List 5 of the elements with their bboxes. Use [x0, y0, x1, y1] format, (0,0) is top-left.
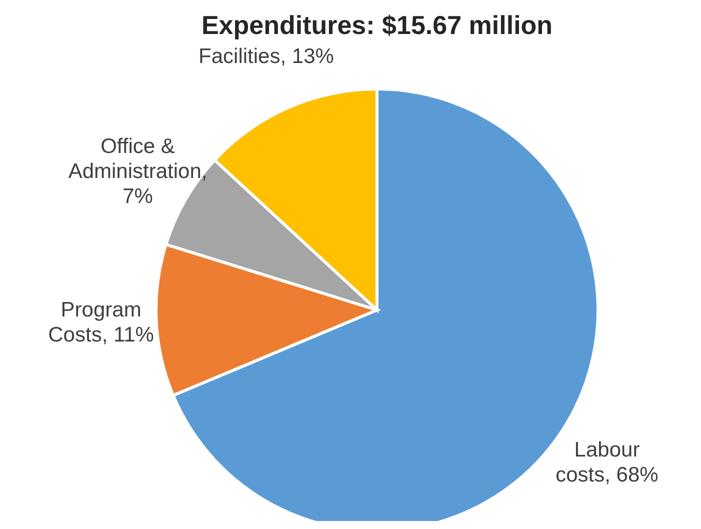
slice-label: Labour costs, 68% — [556, 438, 658, 486]
slice-label: Facilities, 13% — [198, 44, 334, 68]
slice-label: Program Costs, 11% — [48, 298, 154, 346]
chart-title: Expenditures: $15.67 million — [201, 10, 553, 40]
slice-label: Office & Administration, 7% — [68, 134, 208, 208]
